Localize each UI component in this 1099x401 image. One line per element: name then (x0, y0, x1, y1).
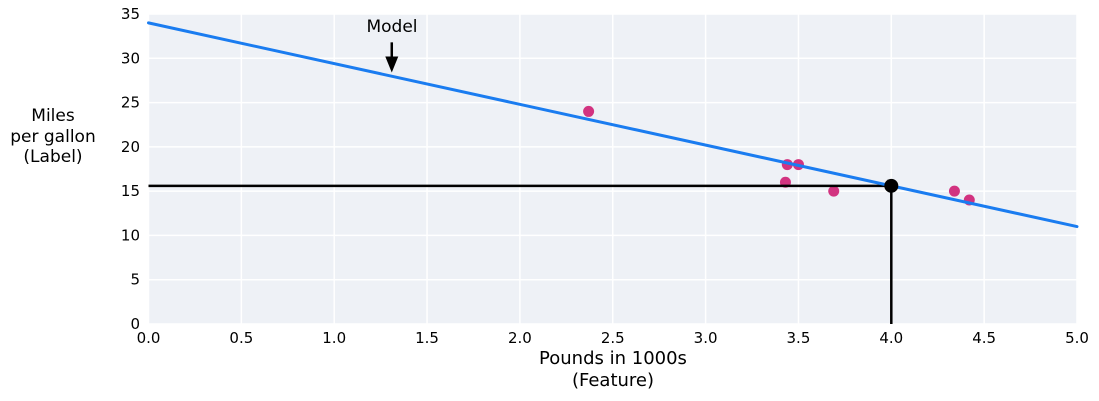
y-tick-label: 20 (121, 138, 140, 156)
x-tick-label: 1.0 (322, 329, 346, 347)
data-point (948, 185, 960, 197)
annotation-arrow-head (385, 56, 399, 73)
x-tick-label: 3.5 (787, 329, 811, 347)
x-tick-label: 1.5 (415, 329, 439, 347)
y-tick-label: 15 (121, 182, 140, 200)
y-tick-label: 0 (130, 315, 140, 333)
x-axis-label-line1: Pounds in 1000s (539, 348, 687, 369)
data-point (828, 185, 840, 197)
model-annotation-label: Model (366, 17, 418, 37)
x-tick-label: 2.0 (508, 329, 532, 347)
y-tick-label: 10 (121, 226, 140, 244)
y-tick-label: 35 (121, 5, 140, 23)
y-axis-label-line3: (Label) (23, 147, 83, 167)
x-axis-label-line2: (Feature) (571, 370, 655, 391)
x-tick-label: 0.0 (137, 329, 161, 347)
y-tick-label: 30 (121, 49, 140, 67)
prediction-point (884, 178, 899, 193)
x-tick-label: 2.5 (601, 329, 625, 347)
y-axis-label: Miles per gallon (Label) (0, 106, 106, 168)
x-tick-label: 4.5 (972, 329, 996, 347)
data-point (583, 105, 595, 117)
x-tick-label: 0.5 (229, 329, 253, 347)
model-line (147, 21, 1079, 229)
x-tick-label: 3.0 (694, 329, 718, 347)
x-tick-label: 5.0 (1065, 329, 1089, 347)
y-axis-label-line2: per gallon (10, 126, 96, 147)
x-axis-label: Pounds in 1000s (Feature) (443, 348, 783, 392)
y-tick-label: 25 (121, 94, 140, 112)
x-tick-label: 4.0 (879, 329, 903, 347)
y-tick-label: 5 (130, 271, 140, 289)
y-axis-label-line1: Miles (31, 106, 75, 126)
